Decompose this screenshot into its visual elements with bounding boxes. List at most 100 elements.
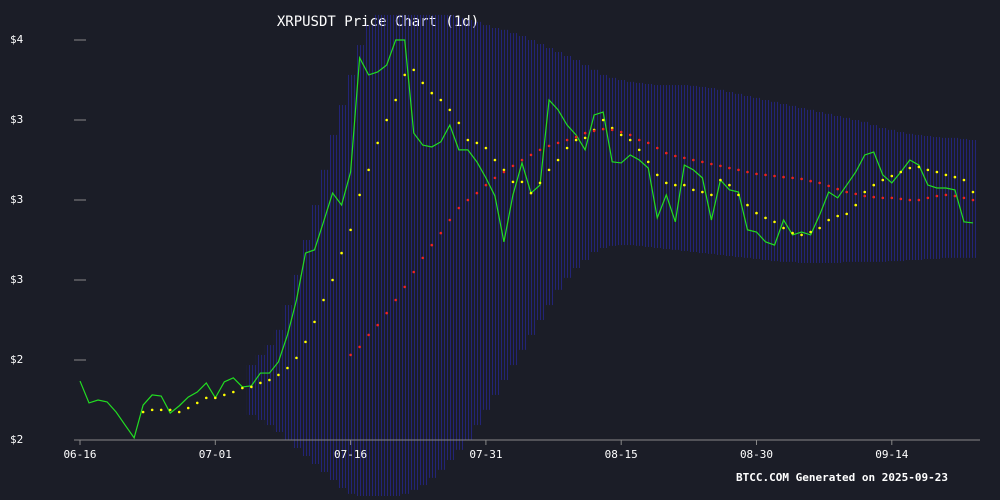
ma-dot [746, 203, 749, 207]
ma-dot [592, 129, 596, 133]
bollinger-band [562, 56, 572, 278]
ma-dot [836, 187, 839, 191]
ma-dot [349, 228, 352, 232]
bollinger-band [346, 74, 356, 494]
ma-dot [367, 168, 370, 172]
ma-dot [403, 73, 407, 77]
bollinger-band [273, 329, 283, 432]
y-tick-label: $2 [10, 433, 23, 446]
ma-dot [322, 298, 325, 302]
ma-dot [935, 194, 939, 198]
bollinger-band [571, 60, 581, 268]
ma-dot [872, 195, 876, 199]
bollinger-band [291, 274, 301, 448]
bollinger-band [815, 112, 825, 263]
bollinger-band [688, 85, 698, 252]
ma-dot [340, 251, 343, 255]
ma-dot [430, 243, 434, 247]
ma-dot [565, 138, 569, 142]
ma-dot [755, 172, 758, 176]
bollinger-band [589, 69, 599, 252]
ma-dot [683, 156, 686, 160]
bollinger-band [337, 105, 347, 489]
ma-dot [899, 197, 903, 201]
bollinger-band [724, 92, 734, 256]
y-tick-label: $2 [10, 353, 23, 366]
bollinger-band [887, 129, 897, 262]
bollinger-band [905, 133, 915, 260]
ma-dot [601, 127, 605, 131]
ma-dot [457, 206, 461, 210]
ma-dot [737, 193, 740, 197]
ma-dot [628, 138, 632, 142]
ma-dot [962, 178, 966, 182]
ma-dot [692, 158, 695, 162]
ma-dot [683, 183, 686, 187]
ma-dot [791, 231, 794, 235]
ma-dot [728, 166, 731, 170]
ma-dot [728, 183, 731, 187]
ma-dot [457, 121, 461, 125]
ma-dot [412, 270, 416, 274]
ma-dot [737, 168, 740, 172]
ma-dot [665, 151, 668, 155]
ma-dot [764, 216, 767, 220]
ma-dot [565, 146, 569, 150]
ma-dot [674, 183, 677, 187]
ma-dot [655, 173, 659, 177]
bollinger-band [499, 29, 509, 380]
bollinger-band [941, 137, 951, 258]
bollinger-band [761, 100, 771, 260]
bollinger-band [310, 205, 320, 465]
ma-dot [845, 190, 848, 194]
ma-dot [746, 170, 749, 174]
ma-dot [376, 141, 379, 145]
ma-dot [917, 165, 921, 169]
ma-dot [818, 181, 821, 185]
ma-dot [971, 198, 975, 202]
bollinger-band [246, 365, 256, 415]
ma-dot [899, 170, 903, 174]
ma-dot [448, 108, 452, 112]
bollinger-band [932, 137, 942, 259]
bollinger-band [661, 85, 671, 250]
bollinger-band [418, 14, 428, 486]
bollinger-band [697, 86, 707, 254]
bollinger-band [319, 169, 329, 472]
footer: BTCC.COM Generated on 2025-09-23 [736, 471, 948, 484]
ma-dot [511, 180, 515, 184]
bollinger-band [282, 305, 292, 440]
x-tick-label: 07-31 [469, 448, 502, 461]
ma-dot [177, 410, 181, 414]
ma-dot [926, 168, 930, 172]
x-tick-label: 09-14 [875, 448, 908, 461]
ma-dot [908, 198, 912, 202]
ma-dot [195, 401, 199, 405]
bollinger-band [779, 104, 789, 262]
bollinger-band [842, 117, 852, 262]
y-tick-label: $3 [10, 273, 23, 286]
ma-dot [385, 118, 388, 122]
ma-dot [421, 81, 425, 85]
ma-dot [610, 128, 614, 132]
ma-dot [583, 131, 587, 135]
ma-dot [547, 144, 551, 148]
bollinger-band [490, 28, 500, 395]
ma-dot [809, 230, 812, 234]
ma-dot [159, 408, 163, 412]
bollinger-band [481, 25, 491, 410]
ma-dot [881, 178, 885, 182]
bollinger-band [328, 134, 338, 480]
ma-dot [782, 226, 785, 230]
ma-dot [773, 220, 776, 224]
ma-dot [674, 154, 677, 158]
ma-dot [331, 278, 334, 282]
ma-dot [394, 298, 398, 302]
ma-dot [646, 141, 650, 145]
ma-dot [520, 180, 524, 184]
ma-dot [484, 183, 488, 187]
ma-dot [259, 381, 262, 385]
ma-dot [610, 126, 614, 130]
